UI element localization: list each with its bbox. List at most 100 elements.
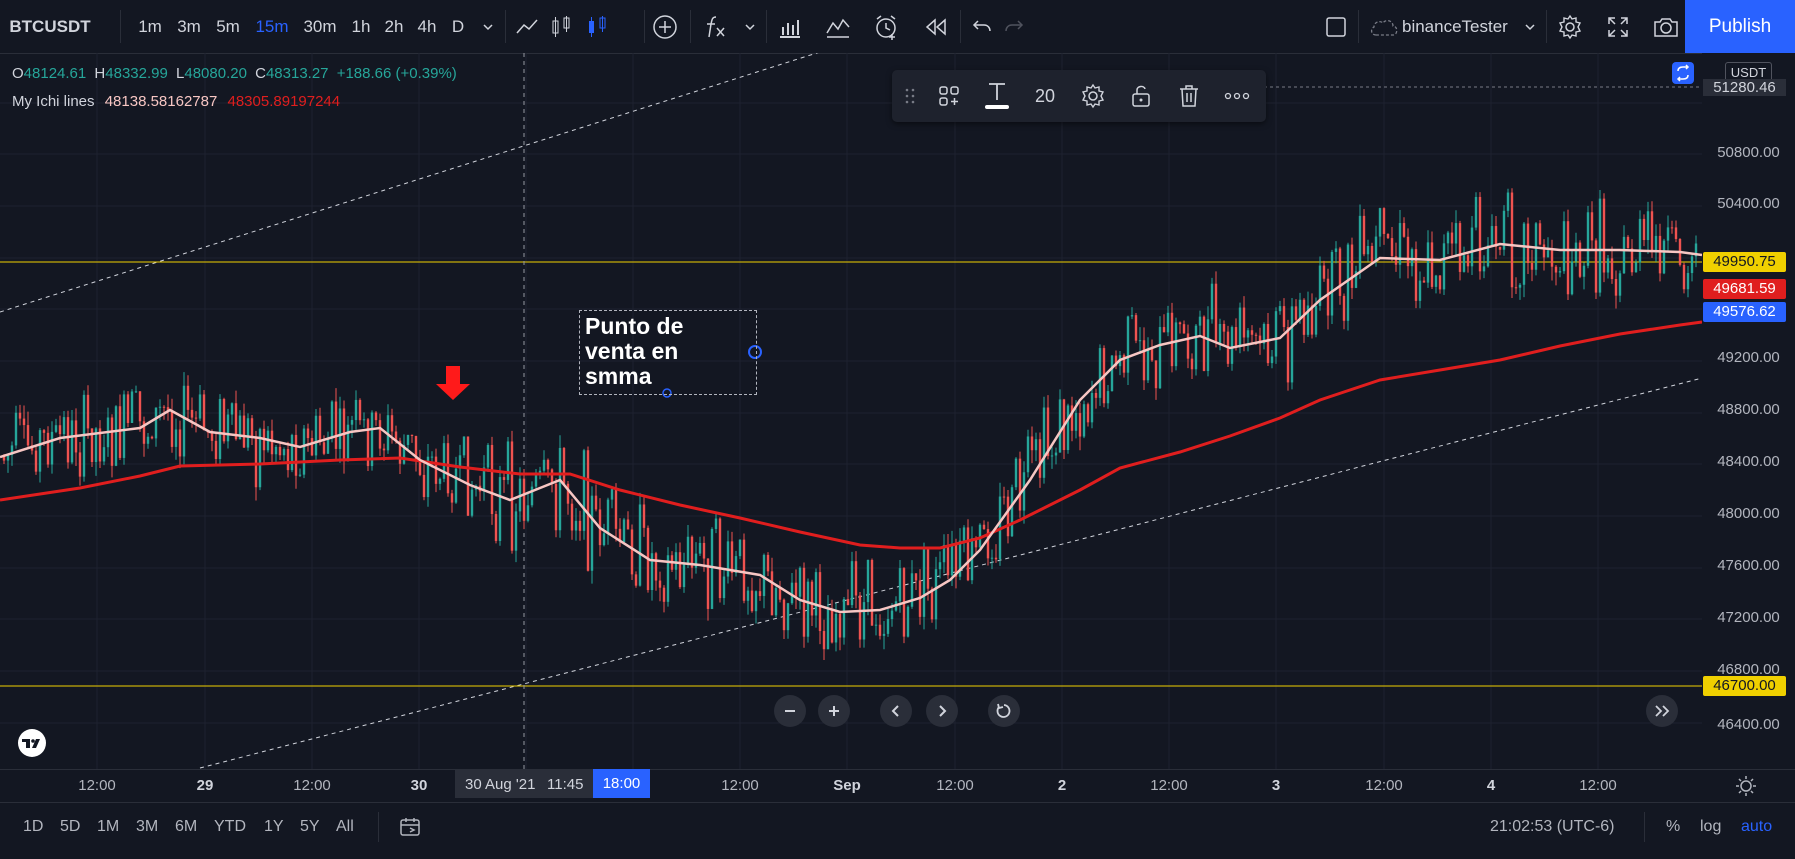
range-5d[interactable]: 5D	[60, 818, 81, 835]
drawing-settings-gear-icon[interactable]	[1072, 70, 1114, 122]
candle-body	[382, 448, 386, 451]
upper-channel-line[interactable]	[0, 53, 820, 313]
unlock-icon[interactable]	[1120, 70, 1162, 122]
candle-body	[634, 574, 638, 586]
layout-select-icon[interactable]	[1318, 0, 1354, 53]
text-annotation[interactable]: Punto de venta en smma	[585, 314, 735, 389]
timeframe-1m[interactable]: 1m	[138, 16, 162, 36]
publish-button[interactable]: Publish	[1685, 0, 1795, 53]
range-1d[interactable]: 1D	[23, 818, 44, 835]
pink-smma-line[interactable]	[0, 242, 1703, 614]
range-3m[interactable]: 3M	[136, 818, 159, 835]
timeframe-4h[interactable]: 4h	[417, 16, 437, 36]
price-axis[interactable]	[1702, 53, 1795, 769]
candle-body	[126, 394, 130, 423]
candle-body	[330, 401, 334, 439]
scroll-to-realtime-button[interactable]	[1646, 695, 1678, 727]
lower-channel-line[interactable]	[199, 377, 1703, 769]
candle-body	[1570, 261, 1574, 295]
auto-scale-toggle[interactable]: auto	[1741, 818, 1773, 835]
timeframe-d[interactable]: D	[451, 16, 465, 36]
candle-body	[210, 432, 214, 441]
text-color-icon[interactable]	[976, 70, 1018, 122]
candle-body	[70, 420, 74, 463]
range-5y[interactable]: 5Y	[300, 818, 320, 835]
symbol-search[interactable]: BTCUSDT	[9, 16, 91, 36]
candle-body	[1634, 262, 1638, 273]
alert-clock-icon[interactable]	[868, 0, 904, 53]
candle-body	[1306, 305, 1310, 335]
bar-replay-icon[interactable]	[918, 0, 954, 53]
indicators-fx-icon[interactable]	[700, 0, 730, 53]
fullscreen-icon[interactable]	[1600, 0, 1636, 53]
candle-body	[1438, 275, 1442, 290]
settings-gear-icon[interactable]	[1552, 0, 1588, 53]
templates-icon[interactable]	[820, 0, 856, 53]
delete-trash-icon[interactable]	[1168, 70, 1210, 122]
snapshot-camera-icon[interactable]	[1648, 0, 1684, 53]
candle-body	[1626, 236, 1630, 249]
textbox-handle-bottom[interactable]	[662, 388, 672, 398]
timeframe-1h[interactable]: 1h	[351, 16, 371, 36]
indicators-chevron-down-icon[interactable]	[738, 0, 762, 53]
candle-body	[1250, 330, 1254, 335]
currency-label[interactable]: USDT	[1725, 62, 1772, 84]
clock-timezone[interactable]: 21:02:53 (UTC-6)	[1490, 818, 1615, 835]
candle-body	[246, 418, 250, 448]
change-value: +188.66 (+0.39%)	[336, 65, 457, 82]
timeframe-2h[interactable]: 2h	[384, 16, 404, 36]
resistance-price-tag[interactable]: 49950.75	[1703, 252, 1786, 272]
bar-chart-type-icon[interactable]	[548, 0, 574, 53]
support-price-tag[interactable]: 46700.00	[1703, 676, 1786, 696]
timeframe-5m[interactable]: 5m	[216, 16, 240, 36]
layout-name[interactable]: binanceTester	[1402, 16, 1508, 36]
candle-body	[1042, 407, 1046, 478]
scroll-right-button[interactable]	[926, 695, 958, 727]
indicator-legend[interactable]: My Ichi lines 48138.58162787 48305.89197…	[12, 93, 340, 110]
annotation-line-3: smma	[585, 363, 652, 389]
candle-body	[1294, 306, 1298, 320]
more-options-icon[interactable]	[1216, 70, 1258, 122]
scroll-left-button[interactable]	[880, 695, 912, 727]
line-chart-type-icon[interactable]	[508, 0, 546, 53]
candle-body	[514, 511, 518, 551]
range-1y[interactable]: 1Y	[264, 818, 284, 835]
range-6m[interactable]: 6M	[175, 818, 198, 835]
financials-icon[interactable]	[772, 0, 808, 53]
textbox-handle-right[interactable]	[748, 345, 762, 359]
range-1m[interactable]: 1M	[97, 818, 120, 835]
candles-chart-type-icon[interactable]	[582, 0, 612, 53]
range-ytd[interactable]: YTD	[214, 818, 246, 835]
layout-chevron-down-icon[interactable]	[1518, 0, 1542, 53]
timeframe-3m[interactable]: 3m	[177, 16, 201, 36]
reset-chart-button[interactable]	[988, 695, 1020, 727]
candle-body	[1382, 208, 1386, 234]
red-ma-line[interactable]	[0, 320, 1703, 550]
timeframe-dropdown-chevron-icon[interactable]	[476, 0, 500, 53]
cloud-icon	[1366, 0, 1402, 53]
tradingview-logo[interactable]	[14, 729, 50, 757]
text-annotation-box[interactable]	[579, 310, 757, 395]
candle-body	[1138, 340, 1142, 342]
percent-scale-toggle[interactable]: %	[1666, 818, 1681, 835]
compare-add-icon[interactable]	[650, 0, 680, 53]
zoom-out-button[interactable]	[774, 695, 806, 727]
font-size-selector[interactable]: 20	[1034, 85, 1056, 106]
timeframe-15m[interactable]: 15m	[255, 16, 289, 36]
candle-body	[930, 588, 934, 620]
log-scale-toggle[interactable]: log	[1700, 818, 1722, 835]
date-range-calendar-icon[interactable]	[398, 816, 422, 838]
template-add-icon[interactable]	[928, 70, 970, 122]
redo-icon[interactable]	[1000, 0, 1030, 53]
candle-body	[1390, 238, 1394, 257]
scale-switch-icon[interactable]	[1672, 62, 1694, 84]
chart-settings-sun-icon[interactable]	[1734, 774, 1758, 798]
sell-arrow-icon[interactable]	[436, 366, 470, 400]
range-all[interactable]: All	[336, 818, 354, 835]
candle-body	[10, 445, 14, 455]
price-chart[interactable]	[0, 53, 1795, 769]
zoom-in-button[interactable]	[818, 695, 850, 727]
timeframe-30m[interactable]: 30m	[303, 16, 337, 36]
undo-icon[interactable]	[966, 0, 996, 53]
drag-handle-icon[interactable]	[900, 70, 920, 122]
